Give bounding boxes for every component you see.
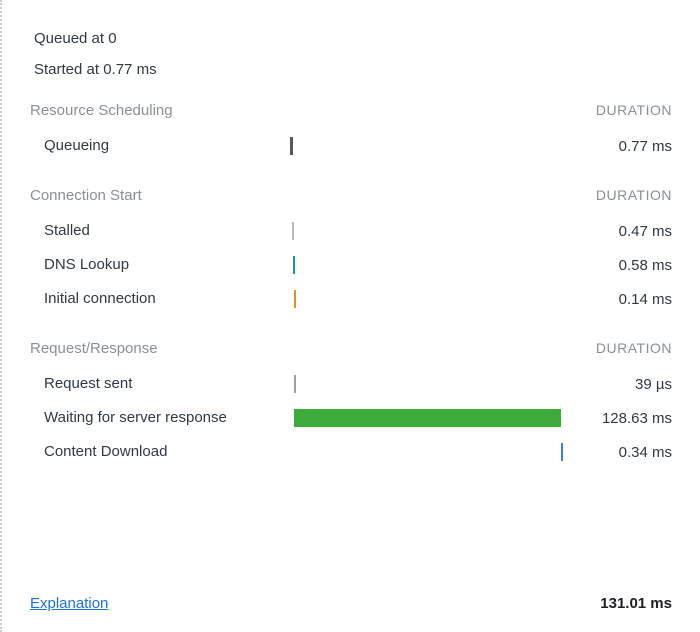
section-header: Resource SchedulingDURATION (30, 102, 672, 119)
explanation-link[interactable]: Explanation (30, 595, 108, 612)
bar-segment (294, 409, 561, 427)
section-request-response: Request/ResponseDURATION Request sent 39 µ… (30, 340, 672, 469)
timing-row-request-sent: Request sent 39 µs (30, 367, 672, 401)
duration-column-label: DURATION (596, 340, 672, 356)
section-title: Resource Scheduling (30, 102, 596, 119)
duration-column-label: DURATION (596, 102, 672, 118)
bar-segment (292, 222, 294, 240)
section-title: Connection Start (30, 187, 596, 204)
bar-segment (290, 137, 293, 155)
row-value: 0.34 ms (562, 444, 672, 461)
bar-segment (293, 256, 295, 274)
row-value: 0.77 ms (562, 138, 672, 155)
timing-row-waiting-ttfb: Waiting for server response 128.63 ms (30, 401, 672, 435)
timing-row-content-download: Content Download 0.34 ms (30, 435, 672, 469)
row-value: 0.58 ms (562, 257, 672, 274)
bar-track (290, 407, 562, 429)
bar-track (290, 135, 562, 157)
row-label: Stalled (30, 221, 290, 241)
queued-summary: Queued at 0 (34, 30, 672, 47)
bar-track (290, 220, 562, 242)
row-value: 128.63 ms (562, 410, 672, 427)
bar-track (290, 441, 562, 463)
timing-row-initial-connection: Initial connection 0.14 ms (30, 282, 672, 316)
section-connection-start: Connection StartDURATION Stalled 0.47 ms DN… (30, 187, 672, 316)
timing-row-dns-lookup: DNS Lookup 0.58 ms (30, 248, 672, 282)
row-value: 0.47 ms (562, 223, 672, 240)
timing-panel: Queued at 0 Started at 0.77 ms Resource … (0, 0, 700, 632)
bar-track (290, 288, 562, 310)
timing-footer: Explanation 131.01 ms (30, 595, 672, 612)
duration-column-label: DURATION (596, 187, 672, 203)
section-header: Connection StartDURATION (30, 187, 672, 204)
row-label: Queueing (30, 136, 290, 156)
row-value: 0.14 ms (562, 291, 672, 308)
row-label: Initial connection (30, 289, 290, 309)
section-title: Request/Response (30, 340, 596, 357)
row-label: Request sent (30, 374, 290, 394)
started-summary: Started at 0.77 ms (34, 61, 672, 78)
bar-segment (294, 375, 296, 393)
timing-row-queueing: Queueing 0.77 ms (30, 129, 672, 163)
row-value: 39 µs (562, 376, 672, 393)
total-duration: 131.01 ms (600, 595, 672, 612)
row-label: Content Download (30, 442, 290, 462)
bar-track (290, 254, 562, 276)
bar-track (290, 373, 562, 395)
bar-segment (294, 290, 296, 308)
bar-segment (561, 443, 563, 461)
section-resource-scheduling: Resource SchedulingDURATION Queueing 0.77 … (30, 102, 672, 163)
row-label: Waiting for server response (30, 408, 290, 428)
section-header: Request/ResponseDURATION (30, 340, 672, 357)
timing-row-stalled: Stalled 0.47 ms (30, 214, 672, 248)
row-label: DNS Lookup (30, 255, 290, 275)
